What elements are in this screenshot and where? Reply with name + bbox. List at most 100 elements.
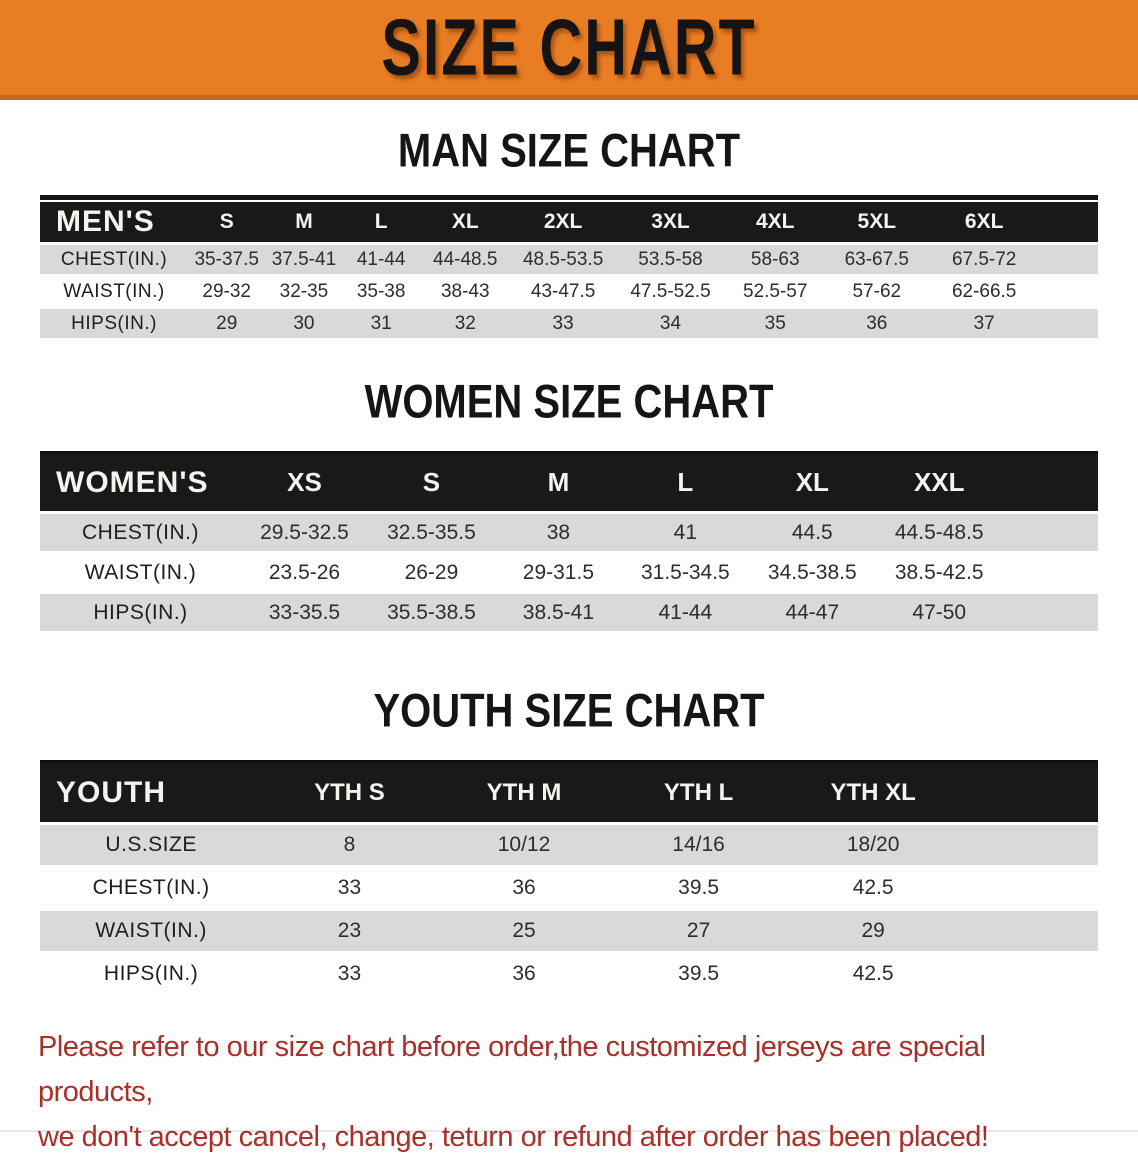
women-row-label: HIPS(IN.) <box>40 594 242 634</box>
men-value-cell: 33 <box>510 309 616 341</box>
women-value-cell: 23.5-26 <box>241 554 368 594</box>
youth-heading-text: YOUTH SIZE CHART <box>373 685 765 737</box>
women-value-cell: 38 <box>494 514 622 554</box>
men-header-cell: XL <box>419 200 511 245</box>
men-value-cell: 36 <box>824 309 929 341</box>
women-table: WOMEN'S XS S M L XL XXL CHEST(IN.) 29.5-32.5 32.5… <box>40 451 1098 634</box>
men-size-table: MEN'S S M L XL 2XL 3XL 4XL 5XL 6XL CHEST(IN.) 35-37… <box>40 195 1098 341</box>
youth-value-cell: 42.5 <box>785 954 961 997</box>
women-row-filler <box>1002 554 1098 594</box>
men-row-label: WAIST(IN.) <box>40 277 189 309</box>
page-title: SIZE CHART <box>381 2 757 93</box>
youth-table-row: U.S.SIZE 8 10/12 14/16 18/20 <box>40 825 1098 868</box>
youth-header-row: YOUTH YTH S YTH M YTH L YTH XL <box>40 763 1098 825</box>
men-header-cell: S <box>188 200 266 245</box>
men-header-filler <box>1039 200 1098 245</box>
men-value-cell: 67.5-72 <box>928 245 1040 277</box>
men-header-cell: 5XL <box>824 200 929 245</box>
youth-value-cell: 25 <box>436 911 612 954</box>
women-row-filler <box>1002 514 1098 554</box>
youth-value-cell: 29 <box>785 911 961 954</box>
youth-value-cell: 10/12 <box>436 825 612 868</box>
men-table-row: CHEST(IN.) 35-37.5 37.5-41 41-44 44-48.5 48.5… <box>40 245 1098 277</box>
men-header-cell: 3XL <box>615 200 726 245</box>
men-header-cell: L <box>342 200 420 245</box>
youth-value-cell: 18/20 <box>785 825 961 868</box>
women-value-cell: 29.5-32.5 <box>241 514 368 554</box>
youth-header-cell: YTH S <box>262 763 437 825</box>
men-value-cell: 35 <box>725 309 825 341</box>
youth-row-label: WAIST(IN.) <box>40 911 263 954</box>
men-table: MEN'S S M L XL 2XL 3XL 4XL 5XL 6XL CHEST(IN.) 35-37… <box>40 195 1098 341</box>
men-header-cell: MEN'S <box>40 200 189 245</box>
men-row-label: HIPS(IN.) <box>40 309 189 341</box>
youth-table: YOUTH YTH S YTH M YTH L YTH XL U.S.SIZE 8 10/12… <box>40 760 1098 997</box>
women-header-cell: XXL <box>875 454 1003 514</box>
men-size-table-wrap: MEN'S S M L XL 2XL 3XL 4XL 5XL 6XL CHEST(IN.) 35-37… <box>0 195 1138 341</box>
men-value-cell: 32 <box>419 309 511 341</box>
youth-value-cell: 27 <box>611 911 786 954</box>
men-value-cell: 32-35 <box>265 277 343 309</box>
youth-value-cell: 39.5 <box>611 954 786 997</box>
men-value-cell: 31 <box>342 309 420 341</box>
size-chart-banner: SIZE CHART <box>0 0 1138 100</box>
youth-size-table-wrap: YOUTH YTH S YTH M YTH L YTH XL U.S.SIZE 8 10/12… <box>0 760 1138 997</box>
women-size-table-wrap: WOMEN'S XS S M L XL XXL CHEST(IN.) 29.5-32.5 32.5… <box>0 451 1138 634</box>
men-value-cell: 58-63 <box>725 245 825 277</box>
women-value-cell: 26-29 <box>367 554 495 594</box>
men-header-cell: 2XL <box>510 200 616 245</box>
youth-header-cell: YTH L <box>611 763 786 825</box>
men-row-filler <box>1039 277 1098 309</box>
youth-row-filler <box>960 954 1098 997</box>
women-value-cell: 32.5-35.5 <box>367 514 495 554</box>
women-table-row: WAIST(IN.) 23.5-26 26-29 29-31.5 31.5-34.5 34… <box>40 554 1098 594</box>
youth-value-cell: 42.5 <box>785 868 961 911</box>
women-value-cell: 44.5 <box>748 514 876 554</box>
women-value-cell: 31.5-34.5 <box>621 554 749 594</box>
women-value-cell: 35.5-38.5 <box>367 594 495 634</box>
men-value-cell: 47.5-52.5 <box>615 277 726 309</box>
women-value-cell: 44-47 <box>748 594 876 634</box>
men-value-cell: 57-62 <box>824 277 929 309</box>
youth-row-filler <box>960 911 1098 954</box>
women-value-cell: 33-35.5 <box>241 594 368 634</box>
men-value-cell: 37 <box>928 309 1040 341</box>
women-value-cell: 34.5-38.5 <box>748 554 876 594</box>
men-value-cell: 52.5-57 <box>725 277 825 309</box>
men-table-row: HIPS(IN.) 29 30 31 32 33 34 35 36 37 <box>40 309 1098 341</box>
disclaimer-line-1: Please refer to our size chart before or… <box>38 1031 986 1108</box>
men-value-cell: 34 <box>615 309 726 341</box>
youth-value-cell: 36 <box>436 954 612 997</box>
women-header-filler <box>1002 454 1098 514</box>
youth-row-label: HIPS(IN.) <box>40 954 263 997</box>
men-header-cell: 6XL <box>928 200 1040 245</box>
men-value-cell: 29 <box>188 309 266 341</box>
men-value-cell: 48.5-53.5 <box>510 245 616 277</box>
youth-value-cell: 8 <box>262 825 437 868</box>
women-value-cell: 44.5-48.5 <box>875 514 1003 554</box>
men-header-row: MEN'S S M L XL 2XL 3XL 4XL 5XL 6XL <box>40 200 1098 245</box>
men-row-filler <box>1039 309 1098 341</box>
women-value-cell: 38.5-41 <box>494 594 622 634</box>
women-header-cell: L <box>621 454 749 514</box>
youth-row-label: U.S.SIZE <box>40 825 263 868</box>
women-heading-text: WOMEN SIZE CHART <box>364 376 774 428</box>
men-value-cell: 44-48.5 <box>419 245 511 277</box>
men-section-heading: MAN SIZE CHART <box>0 125 1138 177</box>
women-header-cell: XL <box>748 454 876 514</box>
men-value-cell: 35-37.5 <box>188 245 266 277</box>
men-value-cell: 53.5-58 <box>615 245 726 277</box>
youth-size-table: YOUTH YTH S YTH M YTH L YTH XL U.S.SIZE 8 10/12… <box>40 760 1098 997</box>
men-row-filler <box>1039 245 1098 277</box>
men-value-cell: 35-38 <box>342 277 420 309</box>
youth-header-filler <box>960 763 1098 825</box>
men-value-cell: 29-32 <box>188 277 266 309</box>
youth-value-cell: 33 <box>262 868 437 911</box>
women-section-heading: WOMEN SIZE CHART <box>0 376 1138 428</box>
women-header-cell: XS <box>241 454 368 514</box>
women-table-row: HIPS(IN.) 33-35.5 35.5-38.5 38.5-41 41-44 44-… <box>40 594 1098 634</box>
men-value-cell: 30 <box>265 309 343 341</box>
women-row-label: WAIST(IN.) <box>40 554 242 594</box>
youth-header-cell: YTH M <box>436 763 612 825</box>
men-value-cell: 43-47.5 <box>510 277 616 309</box>
